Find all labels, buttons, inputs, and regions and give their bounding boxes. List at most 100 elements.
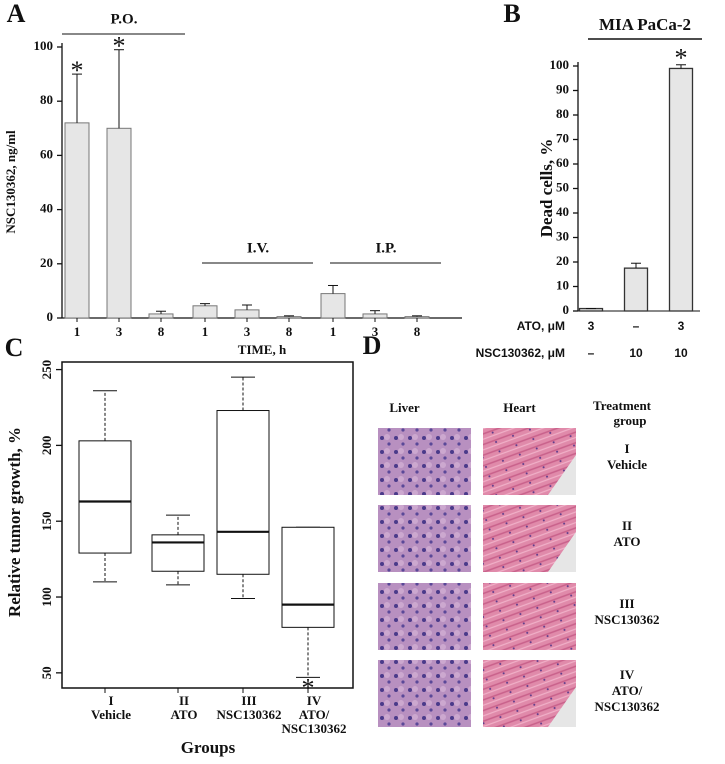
row-label: Vehicle [607, 457, 647, 472]
significance-mark: * [675, 44, 688, 73]
bar [234, 309, 260, 319]
bar [148, 313, 174, 319]
y-tick-label: 40 [40, 201, 53, 216]
x-tick-label: Vehicle [91, 707, 131, 722]
x-tick-label: II [179, 693, 189, 708]
plot-frame [61, 361, 354, 689]
y-tick-label: 250 [39, 360, 54, 380]
bar [320, 293, 346, 319]
box [216, 410, 270, 575]
liver-image [378, 428, 471, 495]
tissue-gap [548, 455, 576, 495]
panel-letter: D [363, 331, 382, 360]
significance-mark: * [113, 32, 126, 61]
tissue-gap [548, 687, 576, 727]
bar [192, 305, 218, 319]
group-label: P.O. [111, 11, 138, 27]
y-tick-label: 20 [556, 253, 569, 268]
row-label: NSC130362 [594, 612, 659, 627]
tissue-gap [548, 532, 576, 572]
y-axis-label: Relative tumor growth, % [5, 427, 24, 617]
significance-mark: * [302, 673, 315, 702]
x-tick-label: ATO/ [299, 707, 330, 722]
y-tick-label: 100 [39, 587, 54, 607]
y-tick-label: 200 [39, 436, 54, 456]
y-tick-label: 80 [556, 106, 569, 121]
group-label: I.V. [247, 240, 269, 256]
row-header: group [614, 413, 647, 428]
row-label: I [624, 441, 629, 456]
x-tick-label: 8 [414, 324, 421, 339]
y-tick-label: 10 [556, 277, 569, 292]
x-axis-label: Groups [181, 738, 236, 757]
y-tick-label: 40 [556, 204, 569, 219]
y-axis-label: NSC130362, ng/ml [3, 130, 18, 234]
x-tick-label: ATO [171, 707, 198, 722]
x-tick-label: 3 [244, 324, 251, 339]
row-label: IV [620, 667, 635, 682]
x-tick-label: 1 [330, 324, 337, 339]
liver-image [378, 583, 471, 650]
row-label: II [622, 518, 632, 533]
y-tick-label: 60 [40, 146, 53, 161]
y-tick-label: 100 [550, 57, 570, 72]
condition-value: – [633, 319, 640, 333]
condition-value: 10 [674, 346, 688, 360]
bar [362, 313, 388, 319]
x-tick-label: NSC130362 [281, 721, 346, 736]
y-tick-label: 0 [47, 309, 54, 324]
x-axis-label: TIME, h [238, 342, 287, 357]
row-header: Treatment [593, 398, 652, 413]
y-tick-label: 150 [39, 511, 54, 531]
condition-name: NSC130362, μM [476, 346, 565, 360]
x-tick-label: 1 [202, 324, 209, 339]
liver-image [378, 505, 471, 572]
bar [668, 67, 694, 312]
x-tick-label: 3 [372, 324, 379, 339]
condition-value: 3 [678, 319, 685, 333]
liver-image [378, 660, 471, 727]
condition-name: ATO, μM [517, 319, 565, 333]
y-tick-label: 30 [556, 228, 569, 243]
y-tick-label: 90 [556, 81, 569, 96]
x-tick-label: 8 [158, 324, 165, 339]
y-tick-label: 60 [556, 155, 569, 170]
bar [64, 122, 90, 319]
column-header: Liver [389, 400, 420, 415]
box [281, 526, 335, 628]
condition-value: – [588, 346, 595, 360]
row-label: ATO/ [612, 683, 643, 698]
panel-letter: C [5, 333, 24, 362]
y-tick-label: 80 [40, 92, 53, 107]
y-axis-label: Dead cells, % [537, 139, 556, 238]
y-tick-label: 50 [39, 666, 54, 679]
x-tick-label: IV [307, 693, 322, 708]
row-label: NSC130362 [594, 699, 659, 714]
row-label: III [619, 596, 634, 611]
condition-value: 10 [629, 346, 643, 360]
chart-title: MIA PaCa-2 [599, 15, 691, 34]
bar [276, 316, 302, 319]
x-tick-label: 1 [74, 324, 81, 339]
x-tick-label: III [241, 693, 256, 708]
box [78, 440, 132, 554]
y-tick-label: 20 [40, 255, 53, 270]
significance-mark: * [71, 56, 84, 85]
row-label: ATO [614, 534, 641, 549]
column-header: Heart [503, 400, 536, 415]
y-tick-label: 0 [563, 302, 570, 317]
bar [106, 127, 132, 319]
group-label: I.P. [375, 240, 396, 256]
panel-letter: B [503, 0, 520, 28]
y-tick-label: 50 [556, 179, 569, 194]
y-tick-label: 70 [556, 130, 569, 145]
x-tick-label: 3 [116, 324, 123, 339]
condition-value: 3 [588, 319, 595, 333]
bar [404, 316, 430, 319]
box [151, 534, 205, 572]
bar [623, 267, 649, 312]
x-tick-label: 8 [286, 324, 293, 339]
x-tick-label: NSC130362 [216, 707, 281, 722]
panel-letter: A [7, 0, 26, 28]
